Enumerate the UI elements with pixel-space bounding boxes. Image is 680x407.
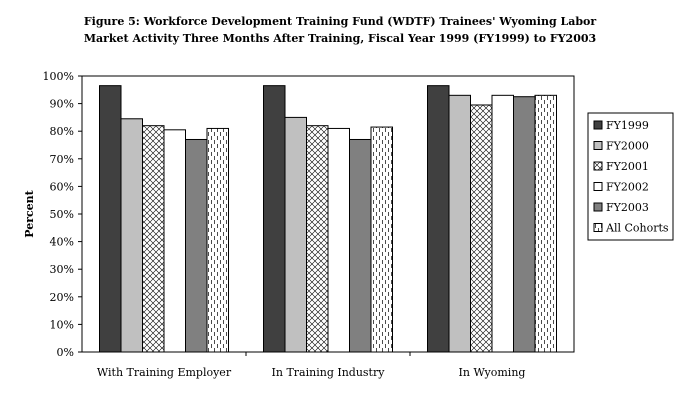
bar [206, 127, 229, 353]
chart-title-line-1: Figure 5: Workforce Development Training… [83, 15, 597, 28]
legend-label: All Cohorts [605, 222, 669, 235]
y-tick-label: 30% [50, 263, 74, 276]
legend-label: FY2000 [606, 140, 649, 153]
legend-label: FY1999 [606, 119, 649, 132]
bar [306, 125, 329, 353]
chart-title-line-2: Market Activity Three Months After Train… [83, 32, 597, 45]
y-tick-label: 20% [50, 291, 74, 304]
legend-swatch [593, 161, 603, 171]
y-tick-label: 80% [50, 125, 74, 138]
y-tick-label: 70% [50, 153, 74, 166]
legend-label: FY2003 [606, 201, 649, 214]
y-tick-label: 10% [50, 318, 74, 331]
bar [185, 138, 208, 353]
x-category-label: In Training Industry [272, 366, 386, 379]
legend-swatch [593, 120, 603, 130]
legend-label: FY2001 [606, 160, 649, 173]
y-tick-label: 40% [50, 236, 74, 249]
bar [427, 85, 450, 353]
bar [491, 94, 514, 353]
bar [513, 96, 536, 353]
bar [370, 126, 393, 353]
x-category-label: With Training Employer [97, 366, 232, 379]
y-axis-label: Percent [23, 189, 36, 237]
legend-box [587, 112, 674, 241]
legend-swatch [593, 223, 603, 232]
bar [327, 127, 350, 353]
bar [163, 129, 186, 353]
bar [99, 85, 122, 353]
x-category-label: In Wyoming [459, 366, 526, 379]
bar [284, 116, 307, 353]
bar [263, 85, 286, 353]
y-tick-label: 60% [50, 180, 74, 193]
legend-label: FY2002 [606, 181, 649, 194]
legend-swatch [593, 182, 603, 191]
legend-swatch [593, 141, 603, 150]
bar [448, 94, 471, 353]
bar [120, 118, 143, 353]
y-tick-label: 100% [43, 70, 74, 83]
y-tick-label: 0% [57, 346, 74, 359]
chart-title: Figure 5: Workforce Development Training… [0, 13, 680, 47]
y-tick-label: 90% [50, 98, 74, 111]
bar [349, 138, 372, 353]
y-tick-label: 50% [50, 208, 74, 221]
legend-swatch [593, 202, 603, 212]
bar [534, 94, 557, 353]
bar [142, 125, 165, 353]
bar [470, 104, 493, 353]
